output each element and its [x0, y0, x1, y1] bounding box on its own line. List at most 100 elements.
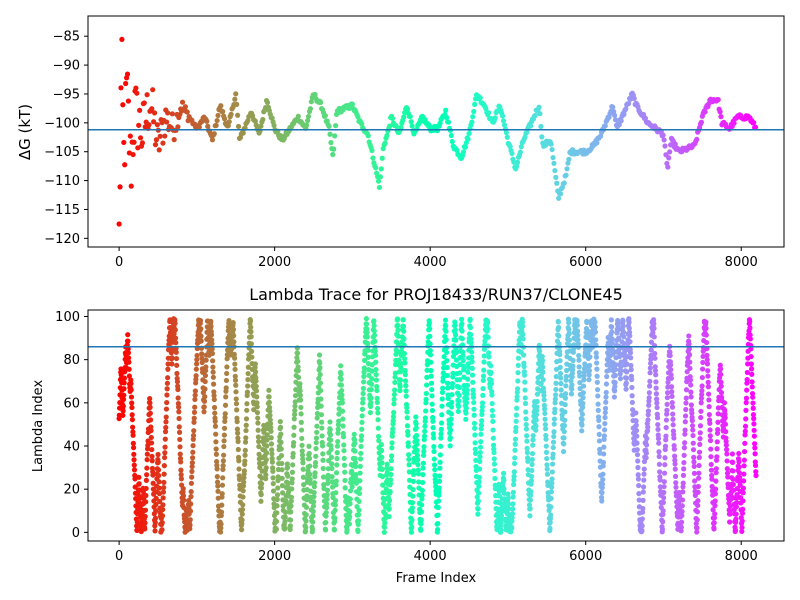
lambda-point: [307, 476, 313, 483]
lambda-point: [724, 470, 731, 476]
lambda-point: [236, 458, 242, 464]
lambda-point: [660, 508, 666, 514]
lambda-point: [226, 317, 232, 324]
dg-point: [220, 108, 226, 115]
lambda-point: [458, 316, 465, 322]
lambda-point: [444, 349, 450, 356]
lambda-point: [292, 407, 298, 414]
lambda-point: [445, 395, 451, 402]
lambda-point: [311, 484, 317, 490]
lambda-point: [373, 359, 379, 365]
dg-point: [465, 136, 471, 142]
lambda-point: [660, 519, 666, 525]
lambda-point: [142, 513, 148, 520]
lambda-point: [159, 527, 165, 533]
lambda-point: [328, 446, 334, 453]
lambda-point: [519, 319, 526, 325]
lambda-point: [285, 473, 291, 479]
dg-point: [731, 120, 737, 126]
lambda-point: [280, 490, 286, 496]
lambda-point: [277, 424, 284, 430]
dg-point: [131, 139, 137, 145]
lambda-point: [258, 498, 264, 504]
lambda-point: [270, 468, 276, 474]
lambda-point: [709, 476, 715, 482]
lambda-point: [218, 521, 224, 527]
lambda-point: [528, 489, 534, 495]
lambda-point: [329, 461, 335, 467]
lambda-point: [645, 408, 652, 414]
lambda-point: [721, 400, 728, 406]
lambda-point: [620, 323, 626, 329]
lambda-point: [594, 387, 601, 393]
lambda-ytick-label: 60: [63, 396, 80, 411]
lambda-point: [713, 486, 719, 492]
lambda-point: [443, 337, 449, 343]
lambda-point: [544, 466, 550, 472]
lambda-point: [656, 449, 662, 455]
lambda-point: [603, 394, 609, 400]
lambda-ylabel: Lambda Index: [31, 380, 46, 473]
lambda-point: [682, 431, 688, 437]
lambda-point: [520, 323, 526, 329]
lambda-point: [358, 450, 364, 456]
lambda-point: [234, 419, 240, 425]
lambda-point: [419, 496, 425, 502]
lambda-point: [388, 457, 394, 464]
lambda-point: [142, 520, 148, 526]
lambda-point: [435, 498, 442, 504]
lambda-point: [255, 415, 261, 421]
lambda-point: [291, 432, 297, 438]
lambda-point: [603, 389, 609, 396]
lambda-point: [510, 501, 516, 507]
lambda-point: [635, 472, 641, 478]
lambda-point: [288, 494, 295, 500]
lambda-point: [463, 416, 469, 422]
lambda-point: [321, 482, 327, 488]
lambda-point: [318, 412, 324, 418]
lambda-point: [453, 350, 459, 356]
lambda-point: [741, 457, 747, 463]
lambda-point: [557, 358, 563, 364]
lambda-point: [682, 413, 689, 419]
lambda-point: [580, 400, 586, 406]
lambda-point: [471, 406, 477, 412]
lambda-point: [722, 421, 729, 427]
lambda-point: [474, 494, 480, 500]
lambda-point: [655, 421, 661, 428]
lambda-point: [748, 353, 754, 360]
lambda-point: [240, 502, 246, 508]
dg-point: [139, 140, 146, 146]
lambda-point: [663, 433, 669, 439]
lambda-point: [175, 386, 181, 393]
lambda-point: [363, 316, 369, 322]
lambda-point: [513, 412, 520, 418]
lambda-point: [489, 407, 495, 414]
lambda-point: [654, 400, 660, 406]
lambda-ytick-label: 80: [63, 353, 80, 368]
dg-point: [184, 109, 190, 115]
dg-point: [117, 184, 123, 190]
dg-xtick-label: 2000: [258, 255, 291, 270]
lambda-point: [496, 481, 502, 487]
lambda-point: [627, 339, 633, 345]
lambda-point: [243, 416, 250, 422]
lambda-point: [180, 486, 186, 492]
lambda-point: [627, 333, 633, 339]
dg-point: [752, 124, 759, 130]
lambda-point: [161, 471, 167, 477]
lambda-point: [548, 495, 554, 502]
lambda-point: [155, 467, 162, 473]
lambda-point: [390, 418, 396, 424]
lambda-point: [422, 428, 428, 434]
lambda-point: [534, 408, 540, 414]
lambda-point: [382, 511, 388, 517]
lambda-point: [341, 448, 347, 454]
lambda-point: [319, 419, 325, 425]
lambda-point: [342, 485, 348, 491]
lambda-point: [244, 401, 250, 407]
lambda-point: [697, 441, 703, 447]
lambda-point: [459, 321, 465, 327]
lambda-point: [581, 365, 588, 372]
lambda-point: [172, 320, 178, 326]
